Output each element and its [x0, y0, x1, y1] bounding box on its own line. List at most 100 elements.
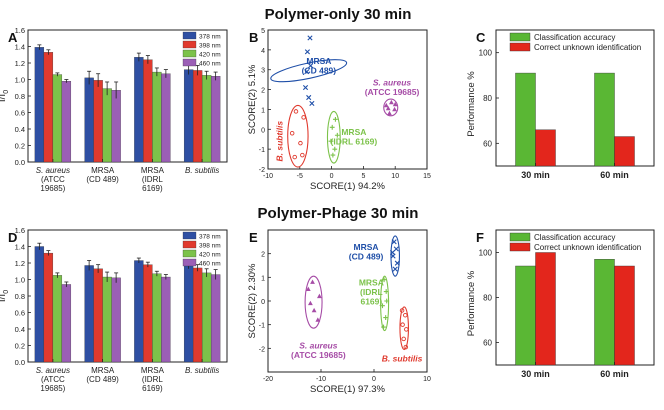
panel-label-e: E — [249, 230, 258, 245]
y-tick-label: 0.6 — [15, 309, 25, 318]
y-axis-label: Performance % — [466, 270, 477, 336]
group-idrl: MRSA (IDRL 6169) — [326, 110, 378, 164]
y-tick-label: 0.2 — [15, 342, 25, 351]
y-tick-label: 1.4 — [15, 43, 25, 52]
confidence-ellipse — [326, 110, 341, 164]
group-subtilis: B. subtilis — [275, 104, 309, 168]
y-tick-label: -2 — [259, 167, 265, 174]
data-point — [332, 146, 338, 152]
legend-label: Classification accuracy — [534, 33, 615, 42]
panel-a-chart: 0.0 0.2 0.4 0.6 0.8 1.0 1.2 1.4 1.6 I/I0 S. aureus… — [0, 26, 228, 193]
bar — [93, 80, 103, 163]
y-axis-label: SCORE(2) 2.30% — [247, 263, 258, 339]
bar — [102, 88, 112, 163]
legend-swatch — [509, 232, 531, 242]
bar — [183, 69, 194, 163]
category-label: MRSA (IDRL 6169) — [141, 166, 165, 193]
panel-label-a: A — [8, 30, 18, 45]
y-tick-label: 0 — [261, 299, 265, 306]
data-point — [328, 138, 334, 144]
data-point — [330, 152, 336, 158]
group-label: MRSA (IDRL 6169) — [359, 278, 384, 307]
data-point — [385, 105, 391, 111]
category-label: B. subtilis — [185, 366, 219, 375]
bar — [52, 74, 63, 163]
bar — [43, 252, 54, 363]
legend-swatch — [509, 42, 531, 52]
group-label: MRSA (CD 489) — [349, 242, 384, 262]
group-subtilis: B. subtilis — [382, 306, 423, 363]
data-point — [310, 279, 315, 284]
data-point — [387, 110, 392, 116]
bar — [61, 284, 72, 363]
bar — [201, 75, 212, 163]
y-tick-label: 0.8 — [15, 92, 25, 101]
bar — [183, 265, 194, 363]
x-tick-label: -10 — [263, 173, 273, 180]
y-tick-label: 2 — [261, 88, 265, 95]
data-point — [404, 327, 409, 332]
x-axis-label: SCORE(1) 97.3% — [310, 384, 386, 395]
x-tick-label: 0 — [330, 173, 334, 180]
plot-frame — [267, 29, 428, 170]
y-tick-label: 0.4 — [15, 325, 25, 334]
bar — [515, 72, 536, 167]
bar — [61, 81, 72, 163]
data-point — [292, 154, 297, 160]
group-mrsa: MRSA (CD 489) — [270, 35, 348, 107]
data-point — [388, 99, 394, 105]
y-tick-label: 3 — [261, 68, 265, 75]
group-mrsa: MRSA (CD 489) — [349, 235, 400, 277]
y-tick-label: 0.6 — [15, 109, 25, 118]
bar — [535, 129, 556, 167]
category-label: 30 min — [521, 369, 550, 379]
data-point — [392, 101, 398, 107]
legend-label: 420 nm — [199, 52, 221, 59]
legend-label: 378 nm — [199, 234, 221, 241]
data-point — [315, 317, 321, 322]
group-label: MRSA (CD 489) — [302, 56, 337, 76]
group-label: MRSA (IDRL 6169) — [331, 127, 378, 147]
bar — [134, 260, 144, 363]
confidence-ellipse — [399, 306, 410, 351]
legend-label: Classification accuracy — [534, 233, 615, 242]
legend-label: 460 nm — [199, 261, 221, 268]
group-label: S. aureus (ATCC 19685) — [365, 78, 420, 98]
y-tick-label: 1.4 — [15, 243, 25, 252]
confidence-ellipse — [380, 275, 390, 332]
data-point — [333, 116, 338, 122]
data-point — [329, 124, 335, 130]
data-point — [403, 344, 409, 350]
data-point — [306, 94, 312, 101]
bar — [161, 276, 171, 363]
y-tick-label: 1.6 — [15, 226, 25, 235]
data-point — [389, 249, 396, 256]
legend-swatch — [182, 240, 197, 249]
y-tick-label: 100 — [479, 49, 493, 58]
x-axis-label: SCORE(1) 94.2% — [310, 181, 386, 192]
y-tick-label: 80 — [483, 94, 492, 103]
legend-swatch — [182, 49, 197, 58]
y-tick-label: 1.2 — [15, 59, 25, 68]
data-point — [305, 286, 311, 291]
y-tick-label: 100 — [479, 249, 493, 258]
data-point — [304, 69, 310, 75]
bar — [84, 77, 94, 163]
data-point — [300, 152, 305, 158]
data-point — [304, 49, 311, 55]
bar — [43, 52, 54, 163]
panel-d-chart: 0.0 0.2 0.4 0.6 0.8 1.0 1.2 1.4 1.6 I/I0 S. aureus… — [0, 226, 228, 393]
top-section-title: Polymer-only 30 min — [265, 6, 412, 23]
y-tick-label: 60 — [483, 139, 492, 148]
x-tick-label: 15 — [423, 173, 431, 180]
y-axis-label: I/I0 — [0, 90, 10, 102]
y-tick-label: -2 — [259, 346, 265, 353]
group-idrl: MRSA (IDRL 6169) — [359, 275, 390, 332]
data-point — [394, 260, 400, 266]
bar — [192, 267, 203, 363]
legend-label: 460 nm — [199, 61, 221, 68]
data-point — [307, 35, 313, 41]
y-axis-label: I/I0 — [0, 290, 10, 302]
confidence-ellipse — [304, 275, 323, 329]
